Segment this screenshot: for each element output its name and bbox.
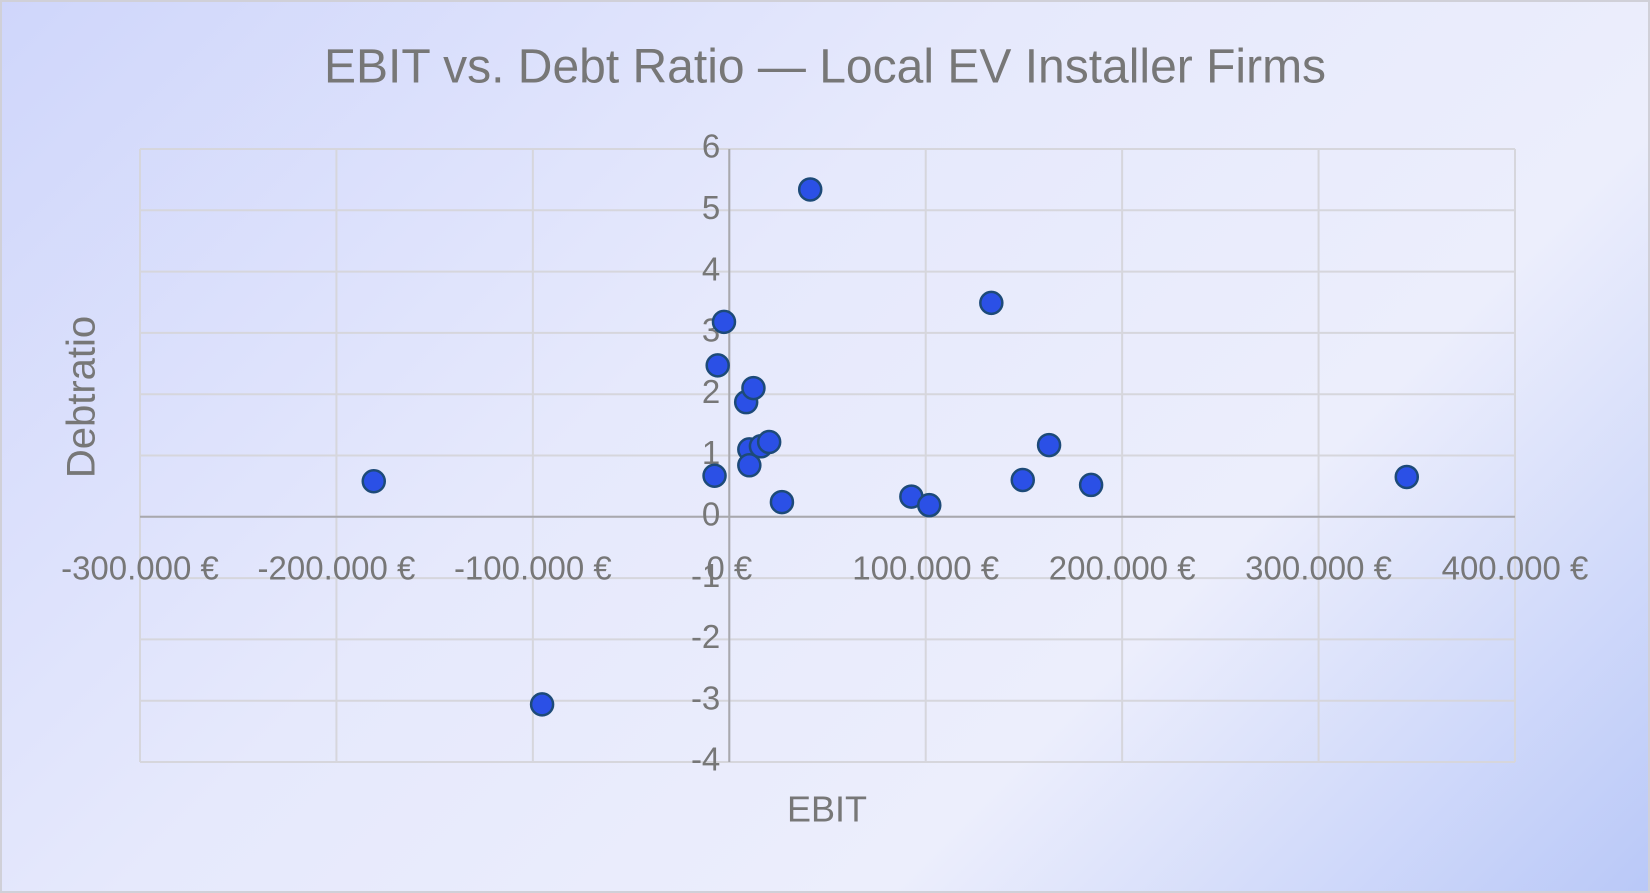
point (702, 463, 727, 488)
y-tick-label: 2 (702, 373, 720, 410)
x-tick-label: 300.000 € (1245, 550, 1392, 587)
y-axis-title: Debtratio (60, 316, 104, 478)
y-tick-label: 1 (702, 434, 720, 471)
y-tick-label: 6 (702, 128, 720, 165)
point (1394, 464, 1420, 490)
x-tick-label: -200.000 € (258, 550, 416, 587)
point (769, 489, 795, 515)
x-tick-label: 400.000 € (1442, 550, 1589, 587)
chart-title: EBIT vs. Debt Ratio — Local EV Installer… (324, 41, 1326, 94)
x-tick-label: -100.000 € (454, 550, 612, 587)
y-tick-label: -1 (691, 557, 720, 594)
point (711, 309, 737, 335)
y-tick-label: 4 (702, 250, 720, 287)
point (979, 290, 1004, 316)
point (705, 353, 730, 378)
y-tick-label: -2 (691, 618, 720, 655)
point (529, 692, 555, 717)
x-tick-label: 0 € (706, 550, 752, 587)
x-tick-label: -300.000 € (61, 550, 219, 587)
point (756, 429, 782, 455)
point (1036, 432, 1062, 458)
x-axis-title: EBIT (787, 789, 867, 830)
y-tick-label: 0 (702, 496, 720, 533)
x-tick-label: 100.000 € (852, 550, 999, 587)
y-tick-label: -3 (691, 679, 720, 716)
point (1078, 472, 1104, 498)
x-tick-label: 200.000 € (1049, 550, 1196, 587)
point (361, 468, 386, 494)
y-tick-label: 5 (702, 189, 720, 226)
point (797, 177, 823, 202)
point (1010, 467, 1035, 493)
point (737, 453, 762, 478)
point (917, 492, 942, 518)
point (741, 375, 766, 401)
y-tick-label: -4 (691, 741, 720, 778)
